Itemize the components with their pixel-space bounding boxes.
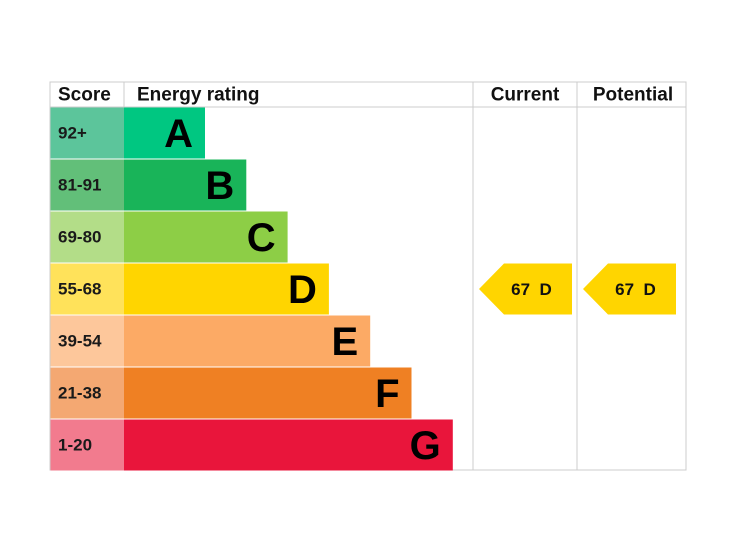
- rating-letter: G: [410, 424, 441, 468]
- score-cell: [50, 419, 124, 471]
- score-cell: [50, 159, 124, 211]
- score-cell: [50, 263, 124, 315]
- rating-letter: C: [247, 216, 276, 260]
- header-rating: Energy rating: [137, 85, 259, 106]
- score-cell: [50, 211, 124, 263]
- current-score: 67: [511, 280, 530, 299]
- current-arrow: [479, 263, 572, 315]
- rating-letter: E: [332, 320, 359, 364]
- score-label: 69-80: [58, 228, 101, 247]
- score-label: 1-20: [58, 436, 92, 455]
- rating-bar: [124, 159, 247, 211]
- rating-bar: [124, 211, 288, 263]
- rating-letter: D: [288, 268, 317, 312]
- rating-bar: [124, 107, 205, 159]
- rating-bar: [124, 367, 412, 419]
- score-cell: [50, 367, 124, 419]
- current-label: 67 D: [511, 280, 552, 299]
- current-rating: D: [540, 280, 552, 299]
- rating-bar: [124, 315, 371, 367]
- score-label: 55-68: [58, 280, 101, 299]
- potential-sep: [634, 280, 643, 299]
- potential-rating: D: [644, 280, 656, 299]
- score-cell: [50, 315, 124, 367]
- rating-bar: [124, 263, 329, 315]
- rating-letter: A: [164, 112, 193, 156]
- score-label: 21-38: [58, 384, 101, 403]
- score-label: 92+: [58, 124, 87, 143]
- score-label: 39-54: [58, 332, 102, 351]
- rating-letter: F: [375, 372, 399, 416]
- header-score: Score: [58, 85, 111, 106]
- current-sep: [530, 280, 539, 299]
- potential-score: 67: [615, 280, 634, 299]
- header-current: Current: [491, 85, 560, 106]
- header-potential: Potential: [593, 85, 673, 106]
- potential-arrow: [583, 263, 676, 315]
- rating-letter: B: [205, 164, 234, 208]
- score-label: 81-91: [58, 176, 101, 195]
- potential-label: 67 D: [615, 280, 656, 299]
- score-cell: [50, 107, 124, 159]
- rating-bar: [124, 419, 453, 471]
